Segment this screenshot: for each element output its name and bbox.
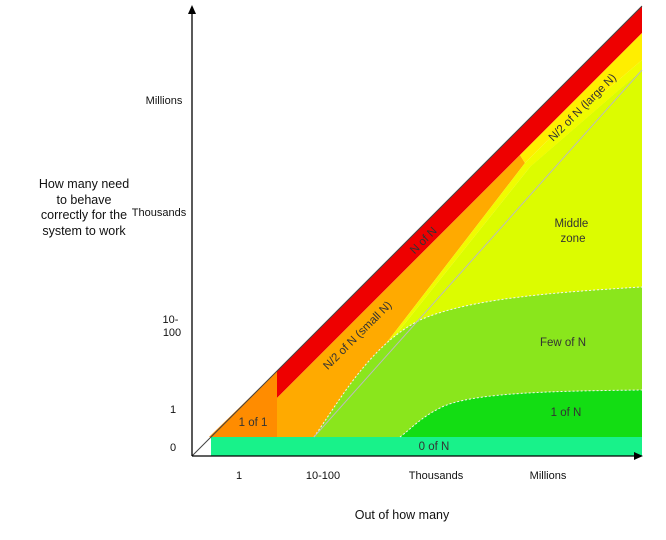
region-yellow-green-band <box>314 60 642 437</box>
y-tick-0: 0 <box>170 442 176 454</box>
x-tick-1: 1 <box>236 470 242 482</box>
x-axis-arrow <box>634 452 643 460</box>
label-one-of-n: 1 of N <box>551 407 582 419</box>
y-tick-thousands: Thousands <box>132 207 187 219</box>
region-n-of-n <box>277 6 642 398</box>
label-zero-of-n: 0 of N <box>419 441 450 453</box>
y-tick-1: 1 <box>170 404 176 416</box>
y-tick-10-100: 10- 100 <box>163 314 182 339</box>
region-few-of-n <box>314 287 642 437</box>
boundary-half-middle <box>313 69 643 438</box>
y-axis-title: How many need to behave correctly for th… <box>38 177 130 238</box>
label-one-of-one: 1 of 1 <box>239 417 268 429</box>
region-zero-of-n <box>211 437 642 456</box>
y-axis-arrow <box>188 5 196 14</box>
diagonal-edge <box>191 5 643 457</box>
x-tick-10-100: 10-100 <box>306 470 340 482</box>
y-tick-millions: Millions <box>146 95 183 107</box>
region-half-large <box>520 33 642 163</box>
x-tick-millions: Millions <box>530 470 567 482</box>
label-middle: Middle zone <box>554 218 591 245</box>
region-half-small <box>277 155 525 437</box>
label-few-of-n: Few of N <box>540 337 586 349</box>
region-one-of-n <box>400 390 642 437</box>
boundary-middle-few <box>313 286 643 438</box>
x-axis-title: Out of how many <box>354 508 450 522</box>
x-tick-thousands: Thousands <box>409 470 464 482</box>
